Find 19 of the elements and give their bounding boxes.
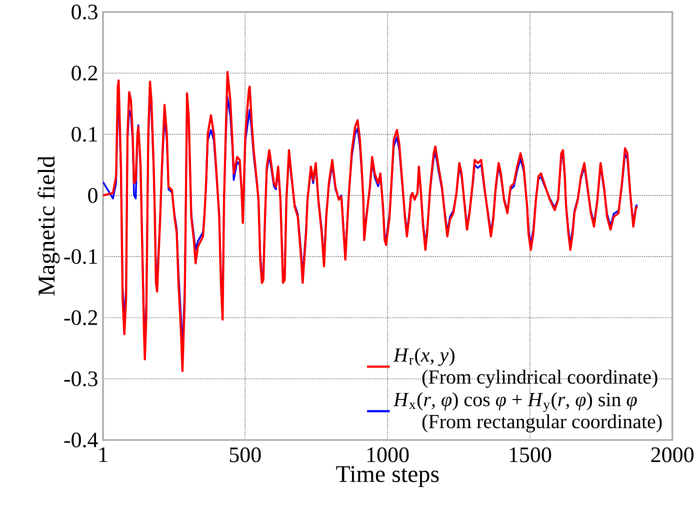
x-tick-label: 2000 (651, 447, 694, 462)
annotation: (From rectangular coordinate) (422, 414, 662, 432)
y-tick-label: 0.3 (72, 4, 98, 20)
y-tick-label: 0.2 (72, 66, 98, 81)
text: H$_{x}$(r, φ) cos φ + H$_{y}$(r, φ) sin φ (393, 392, 637, 412)
x-tick-label: 1 (99, 447, 108, 462)
x-tick-label: 1500 (510, 447, 552, 462)
legend-label: H$_{r}$(x, y) (393, 348, 454, 366)
y-tick-label: 0 (88, 188, 98, 203)
x-axis-title: Time steps (336, 466, 439, 488)
x-tick-label: 1000 (367, 447, 409, 462)
y-tick-label: -0.3 (64, 371, 98, 386)
y-tick-label: -0.2 (64, 310, 98, 326)
annotation: (From cylindrical coordinate) (422, 370, 658, 388)
x-tick-label: 500 (230, 447, 261, 462)
y-axis-title: Magnetic field (38, 156, 60, 296)
y-tick-label: 0.1 (72, 126, 97, 142)
y-tick-label: -0.1 (64, 249, 97, 264)
y-tick-label: -0.4 (64, 432, 98, 448)
